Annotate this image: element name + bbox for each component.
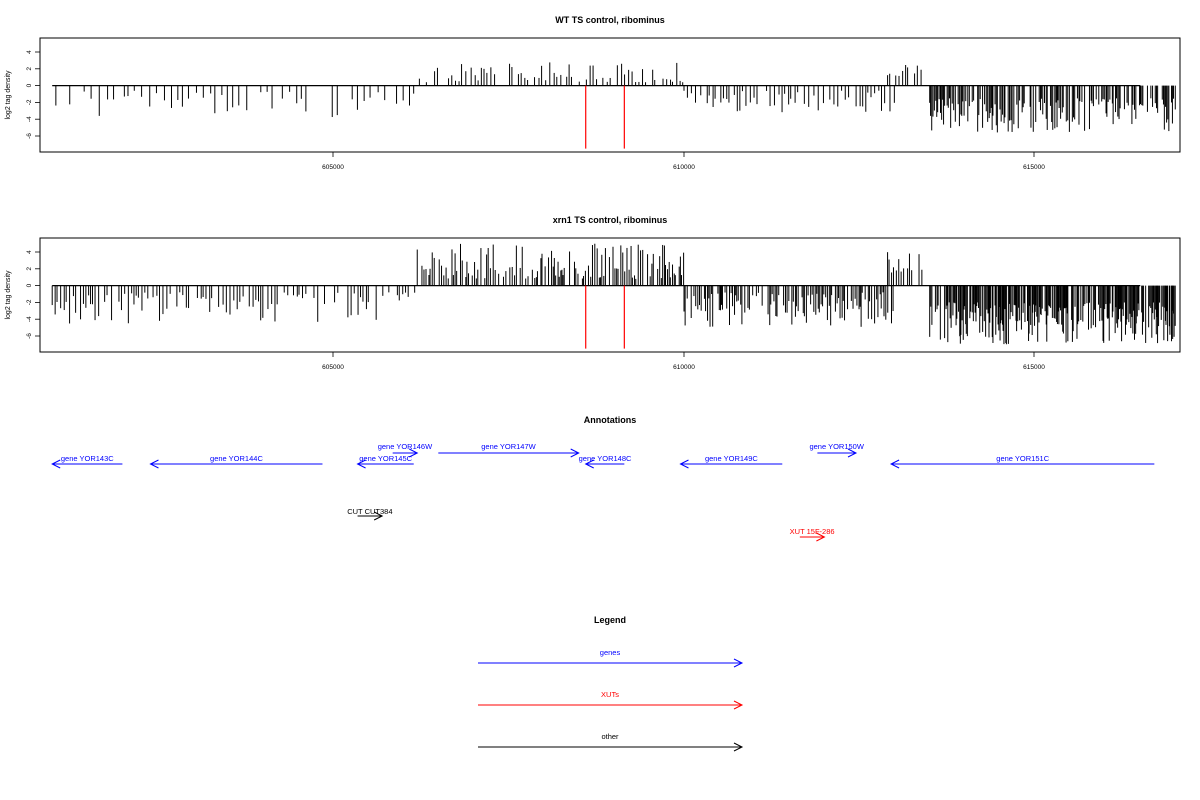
feature-label: gene YOR144C (210, 454, 263, 463)
legend-title: Legend (594, 615, 626, 625)
y-tick-label: -2 (26, 299, 33, 305)
feature-arrowhead (51, 459, 61, 469)
feature-arrowhead (373, 511, 384, 521)
panel-wt: WT TS control, ribominus log2 tag densit… (5, 15, 1181, 171)
data-marks-xrn1 (51, 243, 1176, 349)
feature-arrowhead (816, 532, 826, 542)
data-marks-wt (52, 62, 1176, 149)
y-tick-label: 0 (26, 283, 33, 287)
legend-arrowhead-genes (733, 658, 744, 668)
x-axis-wt: 605000 610000 615000 (322, 152, 1045, 171)
feature-arrowhead (584, 459, 594, 469)
y-tick-label: -2 (26, 99, 33, 105)
x-tick-label: 615000 (1023, 164, 1045, 171)
feature-label: gene YOR146W (378, 442, 433, 451)
x-tick-label: 605000 (322, 364, 344, 371)
annotations-title: Annotations (584, 415, 637, 425)
legend-label-genes: genes (600, 648, 621, 657)
feature-label: gene YOR145C (359, 454, 412, 463)
y-tick-label: 0 (26, 83, 33, 87)
feature-arrowhead (570, 448, 580, 458)
y-tick-label: 4 (26, 250, 33, 254)
feature-label: gene YOR150W (809, 442, 864, 451)
x-tick-label: 610000 (673, 164, 695, 171)
panel-title-wt: WT TS control, ribominus (555, 15, 665, 25)
y-axis-label-xrn1: log2 tag density (5, 270, 12, 320)
feature-arrowhead (889, 459, 900, 469)
y-tick-label: 2 (26, 67, 33, 71)
legend-label-other: other (601, 732, 619, 741)
feature-label: gene YOR149C (705, 454, 758, 463)
x-tick-label: 605000 (322, 164, 344, 171)
annotation-track: gene YOR143C gene YOR144C gene YOR145C gene… (51, 442, 1155, 542)
y-tick-label: 2 (26, 267, 33, 271)
feature-arrowhead (847, 448, 858, 458)
y-tick-label: 4 (26, 50, 33, 54)
legend-arrowhead-xuts (733, 700, 744, 710)
y-tick-label: -4 (26, 116, 33, 122)
feature-label: gene YOR143C (61, 454, 114, 463)
y-tick-label: -6 (26, 333, 33, 339)
feature-label: CUT CUT384 (347, 507, 392, 516)
plot-frame-wt (39, 37, 1181, 153)
feature-arrowhead (679, 459, 689, 469)
legend: genes XUTs other (478, 648, 744, 752)
y-tick-label: -6 (26, 133, 33, 139)
feature-label: gene YOR147W (481, 442, 536, 451)
feature-arrowhead (409, 448, 419, 458)
y-axis-label-wt: log2 tag density (5, 70, 12, 120)
x-tick-label: 610000 (673, 364, 695, 371)
panel-xrn1: xrn1 TS control, ribominus log2 tag dens… (5, 215, 1181, 371)
legend-arrowhead-other (733, 742, 744, 752)
y-axis-xrn1: 4 2 0 -2 -4 -6 (26, 250, 41, 346)
feature-label: gene YOR148C (579, 454, 632, 463)
legend-label-xuts: XUTs (601, 690, 619, 699)
x-tick-label: 615000 (1023, 364, 1045, 371)
plot-frame-xrn1 (39, 237, 1181, 353)
feature-arrowhead (149, 459, 159, 469)
panel-title-xrn1: xrn1 TS control, ribominus (553, 215, 668, 225)
feature-label: gene YOR151C (996, 454, 1049, 463)
y-tick-label: -4 (26, 316, 33, 322)
feature-arrowhead (356, 459, 366, 469)
feature-label: XUT 15F-286 (790, 527, 835, 536)
y-axis-wt: 4 2 0 -2 -4 -6 (26, 50, 41, 146)
x-axis-xrn1: 605000 610000 615000 (322, 352, 1045, 371)
